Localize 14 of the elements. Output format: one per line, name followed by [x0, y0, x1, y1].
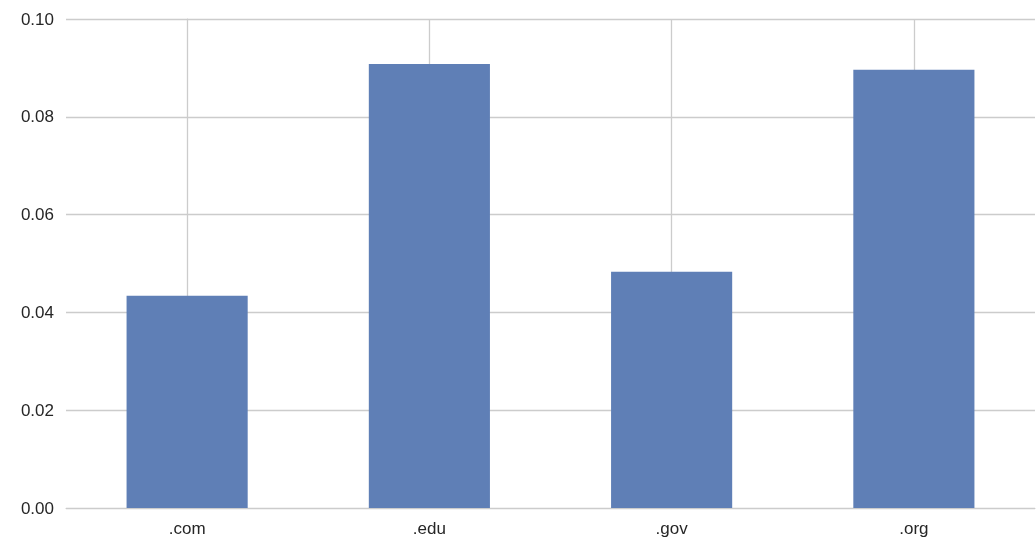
y-tick-label: 0.08 — [20, 107, 54, 127]
bar — [368, 63, 490, 508]
y-tick-label: 0.02 — [20, 400, 54, 420]
x-tick-label: .org — [899, 519, 929, 538]
bar — [611, 271, 733, 508]
y-tick-label: 0.04 — [20, 302, 54, 322]
x-tick-label: .com — [168, 519, 206, 538]
bar — [126, 295, 248, 508]
x-tick-label: .edu — [412, 519, 446, 538]
bar — [853, 69, 975, 508]
x-tick-label: .gov — [655, 519, 689, 538]
y-tick-label: 0.06 — [20, 205, 54, 225]
y-tick-label: 0.00 — [20, 498, 54, 518]
y-tick-label: 0.10 — [20, 9, 54, 29]
